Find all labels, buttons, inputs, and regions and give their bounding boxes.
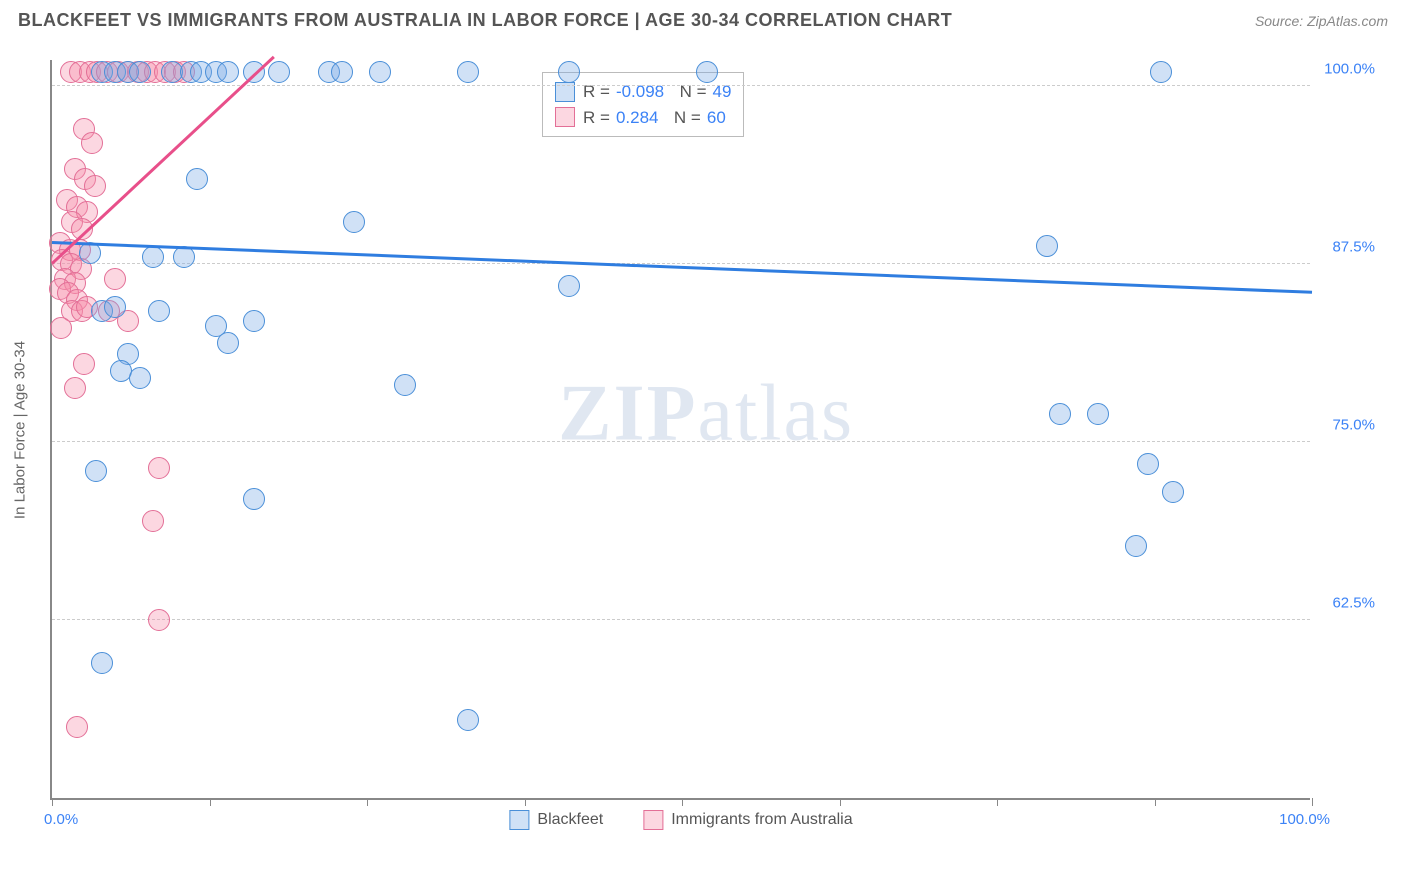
gridline: [52, 441, 1310, 442]
data-point-blackfeet: [217, 332, 239, 354]
data-point-blackfeet: [1036, 235, 1058, 257]
data-point-blackfeet: [186, 168, 208, 190]
y-tick-label: 62.5%: [1332, 595, 1375, 612]
data-point-blackfeet: [1150, 61, 1172, 83]
data-point-blackfeet: [148, 300, 170, 322]
data-point-blackfeet: [91, 652, 113, 674]
swatch-australia: [643, 810, 663, 830]
trendline-australia: [51, 56, 274, 264]
watermark-atlas: atlas: [698, 370, 855, 458]
y-tick-label: 100.0%: [1324, 61, 1375, 78]
data-point-blackfeet: [243, 488, 265, 510]
x-tick: [210, 798, 211, 806]
legend-r-label: R =: [583, 105, 610, 131]
legend-r-blackfeet: -0.098: [616, 79, 664, 105]
source-label: Source: ZipAtlas.com: [1255, 13, 1388, 29]
trendline-blackfeet: [52, 241, 1312, 293]
data-point-blackfeet: [343, 211, 365, 233]
plot-area: ZIPatlas R = -0.098 N = 49 R = 0.284 N =: [50, 60, 1310, 800]
data-point-blackfeet: [558, 275, 580, 297]
series-legend: Blackfeet Immigrants from Australia: [509, 810, 852, 830]
x-label-max: 100.0%: [1279, 811, 1330, 828]
x-tick: [52, 798, 53, 806]
watermark: ZIPatlas: [558, 369, 854, 460]
legend-item-blackfeet: Blackfeet: [509, 810, 603, 830]
data-point-blackfeet: [331, 61, 353, 83]
data-point-blackfeet: [217, 61, 239, 83]
data-point-australia: [84, 175, 106, 197]
data-point-blackfeet: [457, 61, 479, 83]
data-point-blackfeet: [268, 61, 290, 83]
data-point-australia: [104, 268, 126, 290]
gridline: [52, 619, 1310, 620]
x-tick: [525, 798, 526, 806]
data-point-blackfeet: [129, 61, 151, 83]
chart-container: In Labor Force | Age 30-34 ZIPatlas R = …: [50, 50, 1380, 810]
data-point-australia: [64, 377, 86, 399]
x-tick: [1155, 798, 1156, 806]
y-tick-label: 75.0%: [1332, 417, 1375, 434]
chart-title: BLACKFEET VS IMMIGRANTS FROM AUSTRALIA I…: [18, 10, 952, 31]
data-point-blackfeet: [142, 246, 164, 268]
legend-r-label: R =: [583, 79, 610, 105]
legend-r-australia: 0.284: [616, 105, 659, 131]
y-tick-label: 87.5%: [1332, 239, 1375, 256]
x-tick: [840, 798, 841, 806]
data-point-australia: [148, 457, 170, 479]
x-tick: [682, 798, 683, 806]
data-point-blackfeet: [394, 374, 416, 396]
legend-n-australia: 60: [707, 105, 726, 131]
data-point-australia: [73, 353, 95, 375]
legend-n-blackfeet: 49: [713, 79, 732, 105]
data-point-blackfeet: [104, 296, 126, 318]
data-point-australia: [50, 317, 72, 339]
data-point-australia: [66, 716, 88, 738]
data-point-blackfeet: [457, 709, 479, 731]
data-point-blackfeet: [85, 460, 107, 482]
legend-item-australia: Immigrants from Australia: [643, 810, 852, 830]
legend-label-blackfeet: Blackfeet: [537, 811, 603, 829]
data-point-australia: [142, 510, 164, 532]
data-point-blackfeet: [129, 367, 151, 389]
data-point-blackfeet: [1087, 403, 1109, 425]
x-label-min: 0.0%: [44, 811, 78, 828]
data-point-blackfeet: [243, 310, 265, 332]
data-point-blackfeet: [173, 246, 195, 268]
data-point-blackfeet: [1125, 535, 1147, 557]
data-point-blackfeet: [369, 61, 391, 83]
y-axis-title: In Labor Force | Age 30-34: [12, 341, 29, 519]
legend-row-australia: R = 0.284 N = 60: [555, 105, 731, 131]
data-point-blackfeet: [1049, 403, 1071, 425]
swatch-blackfeet: [509, 810, 529, 830]
data-point-blackfeet: [1137, 453, 1159, 475]
x-tick: [997, 798, 998, 806]
data-point-australia: [148, 609, 170, 631]
swatch-australia: [555, 107, 575, 127]
data-point-blackfeet: [696, 61, 718, 83]
gridline: [52, 263, 1310, 264]
data-point-blackfeet: [558, 61, 580, 83]
data-point-australia: [81, 132, 103, 154]
data-point-blackfeet: [1162, 481, 1184, 503]
x-tick: [367, 798, 368, 806]
x-tick: [1312, 798, 1313, 806]
watermark-zip: ZIP: [558, 370, 697, 458]
legend-label-australia: Immigrants from Australia: [671, 811, 852, 829]
